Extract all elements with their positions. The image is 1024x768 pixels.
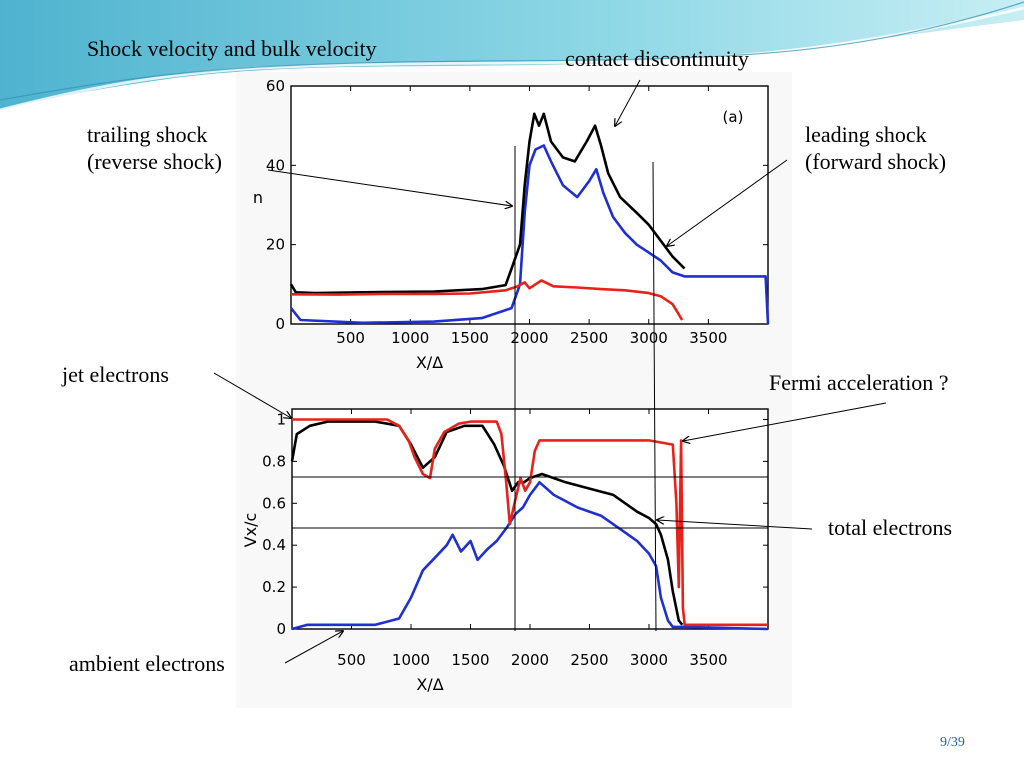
density-panel: 500 1000 1500 2000 2500 3000 3500 0 20 40 60 X/Δ n (a… — [253, 77, 770, 372]
arrow-fermi — [683, 402, 887, 441]
y-tick-label: 0.6 — [262, 494, 286, 512]
ambient-electrons-line — [289, 144, 770, 325]
label-leading-shock: leading shock (forward shock) — [805, 122, 947, 174]
velocity-panel: 500 1000 1500 2000 2500 3000 3500 0 0.2 0.4 0.6 0.8… — [241, 408, 769, 694]
x-tick-label: 3500 — [689, 329, 727, 347]
label-ambient-electrons: ambient electrons — [69, 651, 225, 676]
x-tick-label: 2500 — [570, 651, 608, 669]
y-axis-label: n — [253, 188, 263, 207]
total-electrons-line — [289, 112, 686, 295]
arrow-contact — [615, 79, 641, 126]
plot-frame — [290, 85, 769, 325]
y-axis-label: Vx/c — [241, 513, 260, 548]
x-tick-label: 1500 — [451, 651, 489, 669]
x-tick-label: 3000 — [630, 651, 668, 669]
label-contact-discontinuity: contact discontinuity — [565, 46, 749, 71]
x-tick-label: 1500 — [451, 329, 489, 347]
label-jet-electrons: jet electrons — [62, 362, 169, 387]
x-tick-label: 1000 — [392, 651, 430, 669]
x-axis-label: X/Δ — [416, 675, 443, 694]
arrow-ambient — [284, 631, 343, 664]
panel-label: (a) — [723, 108, 744, 126]
label-total-electrons: total electrons — [828, 515, 953, 540]
x-tick-label: 3500 — [689, 651, 727, 669]
x-tick-label: 500 — [336, 329, 365, 347]
slide-title: Shock velocity and bulk velocity — [87, 36, 377, 61]
header-wave-highlight — [0, 6, 1024, 112]
header-wave — [0, 0, 1024, 110]
x-tick-label: 500 — [337, 651, 366, 669]
y-tick-label: 20 — [266, 236, 285, 254]
label-fermi-acceleration: Fermi acceleration ? — [769, 370, 949, 395]
jet-electrons-line — [290, 279, 684, 321]
x-tick-label: 1000 — [391, 329, 429, 347]
y-tick-label: 60 — [266, 77, 285, 95]
page-number: 9/39 — [940, 735, 965, 750]
y-tick-label: 40 — [266, 156, 285, 174]
leading-shock-marker-line — [652, 161, 657, 632]
label-trailing-shock: trailing shock (reverse shock) — [87, 122, 222, 174]
ambient-electrons-line — [291, 481, 769, 631]
header-wave-line — [0, 1, 1024, 101]
x-tick-label: 2000 — [510, 329, 548, 347]
x-axis-label: X/Δ — [416, 353, 443, 372]
arrow-leading — [667, 159, 788, 246]
y-tick-label: 0.8 — [262, 452, 286, 470]
arrow-trailing — [267, 169, 512, 206]
x-tick-label: 2000 — [511, 651, 549, 669]
y-tick-label: 1 — [276, 410, 286, 428]
y-tick-label: 0.4 — [262, 536, 286, 554]
x-tick-label: 3000 — [630, 329, 668, 347]
arrow-jet — [213, 372, 291, 418]
y-tick-label: 0 — [275, 315, 285, 333]
x-tick-label: 2500 — [570, 329, 608, 347]
y-tick-label: 0.2 — [262, 578, 286, 596]
y-tick-label: 0 — [276, 620, 286, 638]
arrow-total — [657, 520, 813, 530]
